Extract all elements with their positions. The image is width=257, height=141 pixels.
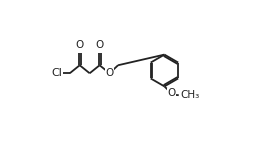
Text: Cl: Cl: [52, 68, 62, 78]
Text: O: O: [167, 88, 176, 98]
Text: CH₃: CH₃: [181, 90, 200, 100]
Text: O: O: [96, 40, 104, 50]
Text: O: O: [105, 68, 114, 78]
Text: O: O: [76, 40, 84, 50]
